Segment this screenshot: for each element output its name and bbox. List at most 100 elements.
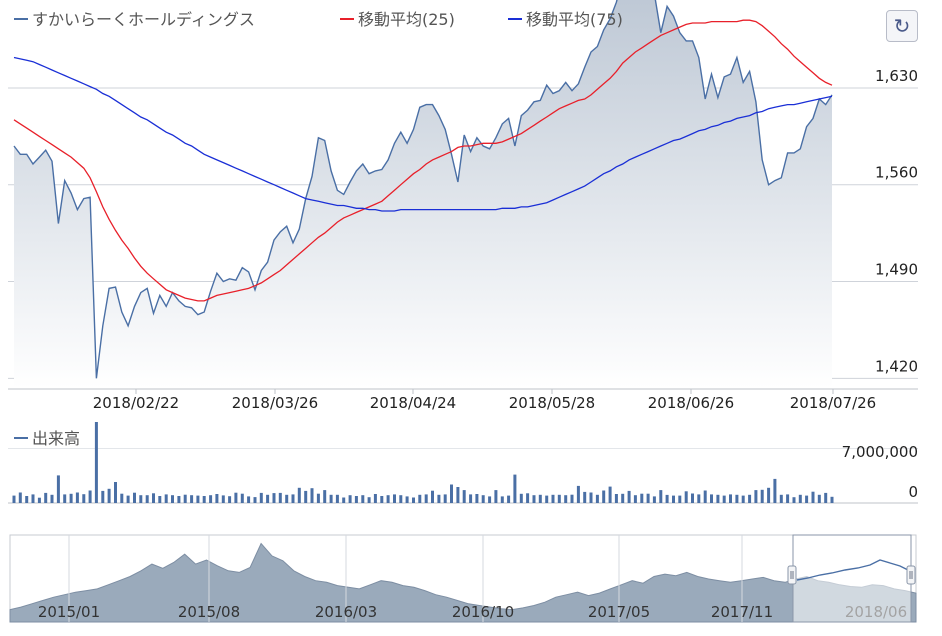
volume-bar bbox=[380, 496, 384, 503]
price-plot bbox=[13, 0, 833, 388]
volume-bar bbox=[608, 486, 612, 503]
navigator-tick-label: 2015/08 bbox=[178, 603, 240, 621]
navigator-tick-label: 2017/05 bbox=[588, 603, 650, 621]
volume-bar bbox=[285, 494, 289, 503]
navigator-area bbox=[9, 542, 917, 623]
volume-bar bbox=[259, 492, 263, 503]
volume-bar bbox=[44, 492, 48, 503]
volume-bar bbox=[824, 492, 828, 503]
volume-bar bbox=[323, 490, 327, 503]
volume-bar bbox=[564, 495, 568, 503]
volume-bar bbox=[811, 491, 815, 503]
volume-bar bbox=[56, 475, 60, 503]
volume-bar bbox=[456, 487, 460, 503]
price-legend: すかいらーくホールディングス 移動平均(25) 移動平均(75) bbox=[14, 10, 623, 29]
volume-bar bbox=[183, 494, 187, 503]
y-tick-label: 1,490 bbox=[875, 261, 918, 279]
y-tick-label: 1,630 bbox=[875, 67, 918, 85]
volume-bar bbox=[393, 494, 396, 503]
volume-bar bbox=[710, 494, 713, 503]
volume-bar bbox=[367, 497, 371, 503]
volume-bar bbox=[209, 495, 213, 503]
volume-bar bbox=[786, 494, 790, 503]
volume-bar bbox=[684, 491, 688, 503]
volume-bar bbox=[621, 493, 625, 503]
navigator-handle[interactable] bbox=[906, 565, 916, 585]
x-tick-label: 2018/05/28 bbox=[509, 394, 595, 412]
volume-bar bbox=[767, 487, 771, 503]
y-tick-label: 1,560 bbox=[875, 164, 918, 182]
x-tick-label: 2018/03/26 bbox=[232, 394, 318, 412]
navigator-selected-window[interactable] bbox=[792, 534, 912, 623]
volume-bar bbox=[335, 494, 339, 503]
volume-legend-label: 出来高 bbox=[32, 429, 80, 448]
volume-bar bbox=[475, 494, 479, 503]
volume-bar bbox=[190, 495, 194, 503]
volume-bar bbox=[88, 490, 92, 503]
refresh-button[interactable]: ↻ bbox=[886, 10, 918, 42]
volume-bar bbox=[741, 495, 745, 503]
volume-bar bbox=[37, 497, 41, 503]
volume-bar bbox=[519, 493, 523, 503]
x-tick-label: 2018/04/24 bbox=[370, 394, 456, 412]
volume-bar bbox=[437, 494, 441, 503]
y-tick-label: 1,420 bbox=[875, 357, 918, 375]
volume-bar bbox=[646, 493, 650, 503]
volume-bar bbox=[247, 496, 251, 503]
volume-bar bbox=[431, 490, 434, 503]
volume-bar bbox=[107, 488, 111, 503]
volume-bar bbox=[361, 495, 365, 503]
price-line bbox=[13, 0, 833, 379]
volume-bar bbox=[545, 495, 549, 503]
navigator-unselected bbox=[10, 535, 793, 622]
volume-bar bbox=[297, 487, 301, 503]
volume-bar bbox=[253, 497, 257, 503]
navigator-tick-label: 2016/03 bbox=[315, 603, 377, 621]
navigator-handle[interactable] bbox=[787, 565, 797, 585]
volume-bar bbox=[75, 492, 79, 503]
navigator-plot[interactable]: 2015/01 2015/08 2016/03 2016/10 2017/05 2017/… bbox=[9, 534, 917, 623]
volume-bar bbox=[25, 496, 29, 503]
volume-bar bbox=[640, 493, 644, 503]
volume-bar bbox=[557, 494, 561, 503]
volume-bar bbox=[158, 496, 162, 503]
volume-bar bbox=[691, 493, 694, 503]
volume-bar bbox=[532, 495, 536, 503]
volume-bar bbox=[177, 496, 181, 503]
volume-bar bbox=[481, 495, 485, 503]
volume-plot: 0 7,000,000 出来高 bbox=[8, 422, 918, 504]
volume-bar bbox=[494, 490, 498, 503]
volume-bar bbox=[101, 490, 105, 503]
legend-label: 移動平均(75) bbox=[526, 10, 623, 29]
volume-bar bbox=[145, 495, 149, 503]
volume-bar bbox=[595, 494, 599, 503]
volume-bar bbox=[405, 496, 409, 503]
volume-bar bbox=[424, 494, 428, 503]
volume-bar bbox=[240, 493, 244, 503]
volume-bar bbox=[614, 494, 618, 503]
volume-bar bbox=[716, 494, 720, 503]
volume-bar bbox=[133, 492, 136, 503]
volume-bar bbox=[69, 493, 73, 503]
volume-bar bbox=[266, 494, 270, 503]
volume-bar bbox=[627, 490, 631, 503]
volume-bar bbox=[748, 494, 752, 503]
volume-tick-label: 7,000,000 bbox=[842, 443, 918, 461]
volume-bar bbox=[526, 493, 530, 503]
volume-bar bbox=[196, 495, 200, 503]
volume-bar bbox=[418, 494, 422, 503]
volume-bar bbox=[722, 495, 726, 503]
price-grid: 1,420 1,490 1,560 1,630 2018/02/22 2018/03/26… bbox=[8, 67, 918, 412]
volume-bar bbox=[354, 496, 358, 503]
volume-bar bbox=[12, 495, 16, 503]
volume-bar bbox=[817, 494, 821, 503]
volume-bar bbox=[798, 494, 802, 503]
volume-bar bbox=[507, 495, 511, 503]
volume-bar bbox=[729, 494, 732, 503]
volume-bar bbox=[228, 496, 232, 503]
navigator-tick-label: 2015/01 bbox=[38, 603, 100, 621]
volume-bar bbox=[652, 496, 656, 503]
volume-bar bbox=[602, 490, 606, 503]
volume-bar bbox=[164, 494, 168, 503]
